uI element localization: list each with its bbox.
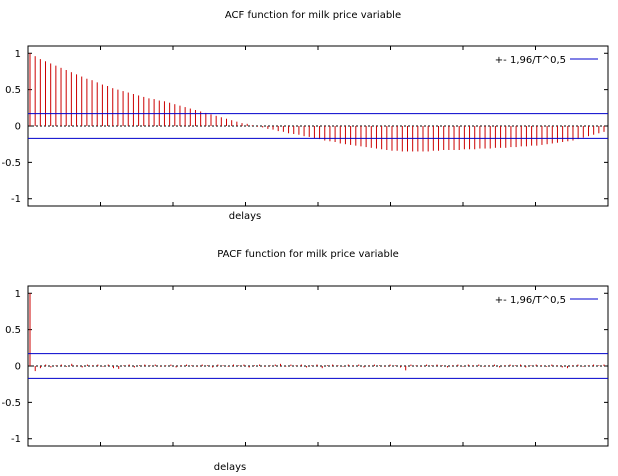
acf-x-ticks [100, 46, 536, 206]
acf-y-tick-label: -1 [11, 194, 21, 205]
pacf-chart-title: PACF function for milk price variable [217, 249, 399, 260]
pacf-legend: +- 1,96/T^0,5 [495, 295, 598, 306]
pacf-y-tick-label: -1 [11, 434, 21, 445]
acf-bars [29, 53, 605, 152]
acf-x-axis-label: delays [229, 211, 262, 222]
pacf-y-ticks: 1 0.5 0 -0.5 -1 [1, 289, 608, 445]
acf-chart: ACF function for milk price variable 1 0.… [1, 10, 609, 222]
pacf-bars [29, 293, 605, 372]
pacf-x-ticks [100, 286, 536, 446]
pacf-y-tick-label: 0 [15, 362, 21, 373]
acf-y-tick-label: 1 [15, 49, 21, 60]
acf-y-tick-label: 0.5 [5, 85, 21, 96]
acf-y-tick-label: 0 [15, 122, 21, 133]
pacf-y-tick-label: 1 [15, 289, 21, 300]
acf-legend-label: +- 1,96/T^0,5 [495, 55, 566, 66]
pacf-legend-label: +- 1,96/T^0,5 [495, 295, 566, 306]
pacf-y-tick-label: -0.5 [1, 398, 21, 409]
acf-y-ticks: 1 0.5 0 -0.5 -1 [1, 49, 608, 205]
pacf-y-tick-label: 0.5 [5, 325, 21, 336]
acf-legend: +- 1,96/T^0,5 [495, 55, 598, 66]
pacf-x-axis-label: delays [214, 462, 247, 473]
acf-y-tick-label: -0.5 [1, 158, 21, 169]
acf-chart-title: ACF function for milk price variable [225, 10, 401, 21]
pacf-chart: PACF function for milk price variable 1 0… [1, 249, 609, 473]
